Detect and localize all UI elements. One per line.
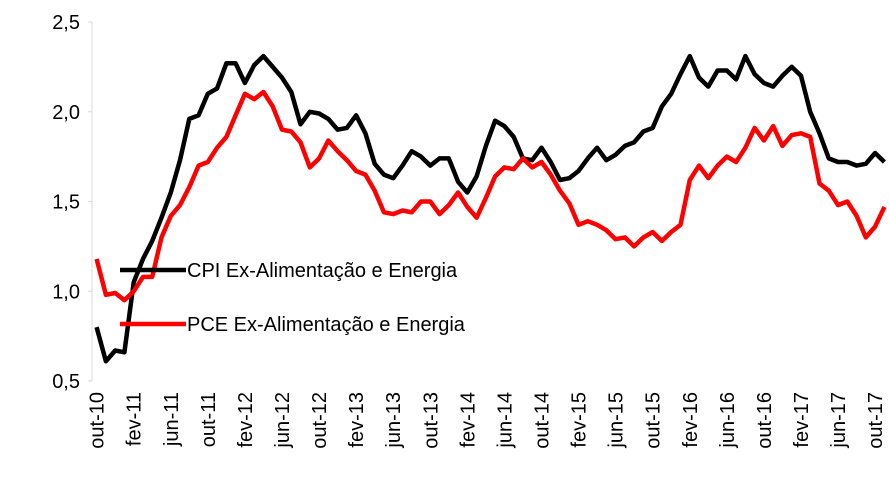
y-tick-label: 1,0 bbox=[52, 281, 80, 303]
y-tick-label: 2,5 bbox=[52, 12, 80, 34]
x-tick-label: fev-17 bbox=[791, 392, 813, 448]
y-tick-label: 2,0 bbox=[52, 102, 80, 124]
series-line bbox=[94, 89, 887, 303]
x-tick-label: jun-13 bbox=[383, 392, 405, 449]
x-tick-label: jun-16 bbox=[717, 392, 739, 449]
x-tick-label: jun-11 bbox=[161, 392, 183, 447]
x-tick-label: fev-13 bbox=[346, 392, 368, 448]
x-tick-label: out-11 bbox=[198, 392, 220, 447]
x-tick-label: jun-15 bbox=[606, 392, 628, 449]
x-tick-label: jun-14 bbox=[494, 392, 516, 449]
x-tick-label: fev-16 bbox=[680, 392, 702, 448]
x-tick-label: jun-17 bbox=[828, 392, 850, 449]
x-tick-label: out-14 bbox=[531, 392, 553, 449]
x-tick-label: fev-11 bbox=[124, 392, 146, 446]
x-tick-label: fev-15 bbox=[569, 392, 591, 448]
y-tick-label: 0,5 bbox=[52, 371, 80, 393]
legend-label: CPI Ex-Alimentação e Energia bbox=[187, 260, 458, 282]
y-tick-label: 1,5 bbox=[52, 192, 80, 214]
x-tick-label: fev-12 bbox=[235, 392, 257, 448]
x-tick-label: out-17 bbox=[865, 392, 887, 449]
x-tick-label: out-12 bbox=[309, 392, 331, 449]
legend-label: PCE Ex-Alimentação e Energia bbox=[187, 314, 466, 336]
x-tick-label: out-10 bbox=[87, 392, 109, 449]
plot-area bbox=[94, 53, 887, 364]
x-tick-label: out-13 bbox=[420, 392, 442, 449]
series-line bbox=[94, 53, 886, 364]
x-tick-label: fev-14 bbox=[457, 392, 479, 448]
x-tick-label: jun-12 bbox=[272, 392, 294, 449]
x-tick-label: out-15 bbox=[643, 392, 665, 449]
x-tick-label: out-16 bbox=[754, 392, 776, 449]
